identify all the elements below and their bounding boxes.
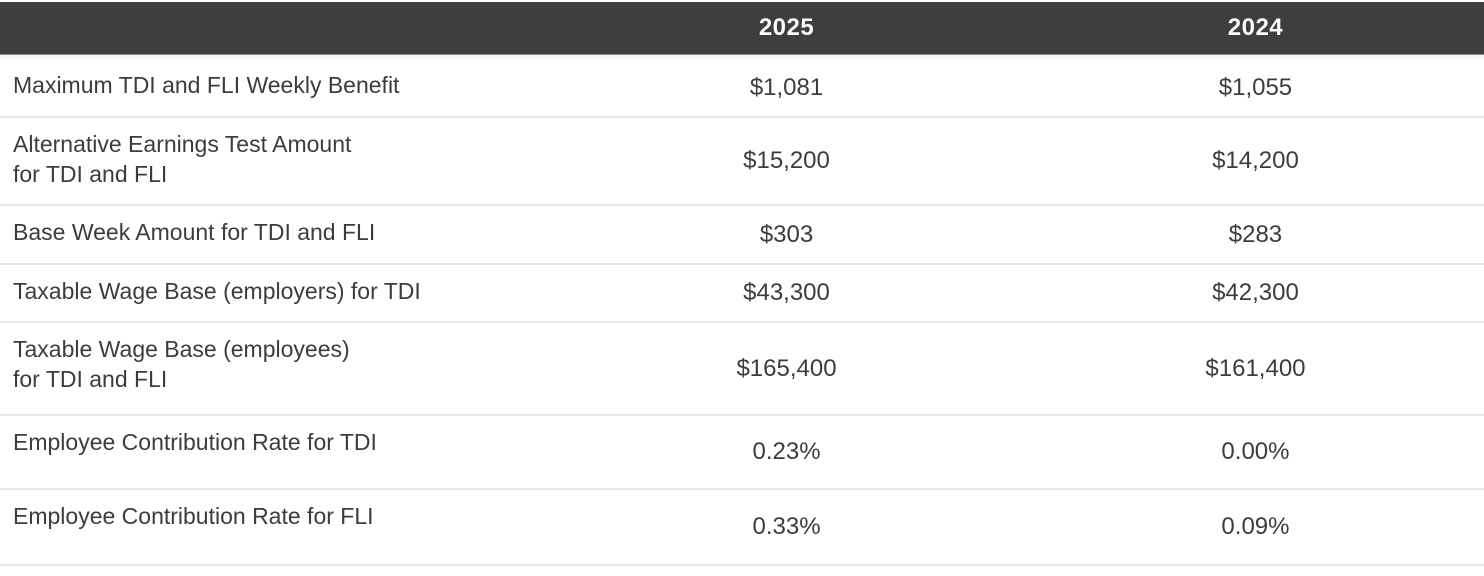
row-label: Employee Contribution Rate for TDI [0,416,547,490]
value-2024: $14,200 [1026,118,1484,206]
benefit-comparison-table: 2025 2024 Maximum TDI and FLI Weekly Ben… [0,2,1484,566]
value-2025: 0.33% [546,490,1027,566]
value-2025: 0.23% [546,416,1027,490]
table-row: Alternative Earnings Test Amount for TDI… [0,118,1484,206]
table-row: Maximum TDI and FLI Weekly Benefit $1,08… [0,55,1484,118]
value-2025: $15,200 [546,118,1027,206]
table-row: Taxable Wage Base (employers) for TDI $4… [0,265,1484,323]
table-row: Taxable Wage Base (employees) for TDI an… [0,323,1484,416]
value-2024: 0.00% [1026,416,1484,490]
row-label: Taxable Wage Base (employees) for TDI an… [0,323,547,416]
corner-header-cell [0,2,547,55]
value-2025: $303 [546,206,1027,265]
value-2024: $283 [1026,206,1484,265]
value-2025: $165,400 [546,323,1027,416]
value-2024: $1,055 [1026,55,1484,118]
table-row: Employee Contribution Rate for FLI 0.33%… [0,490,1484,566]
value-2024: 0.09% [1026,490,1484,566]
col-header-2024: 2024 [1026,2,1484,55]
value-2024: $161,400 [1026,323,1484,416]
row-label: Taxable Wage Base (employers) for TDI [0,265,547,323]
row-label: Alternative Earnings Test Amount for TDI… [0,118,547,206]
value-2024: $42,300 [1026,265,1484,323]
value-2025: $43,300 [546,265,1027,323]
row-label: Employee Contribution Rate for FLI [0,490,547,566]
value-2025: $1,081 [546,55,1027,118]
col-header-2025: 2025 [546,2,1027,55]
table-row: Base Week Amount for TDI and FLI $303 $2… [0,206,1484,265]
table-row: Employee Contribution Rate for TDI 0.23%… [0,416,1484,490]
row-label: Maximum TDI and FLI Weekly Benefit [0,55,547,118]
table-header-row: 2025 2024 [0,2,1484,55]
row-label: Base Week Amount for TDI and FLI [0,206,547,265]
